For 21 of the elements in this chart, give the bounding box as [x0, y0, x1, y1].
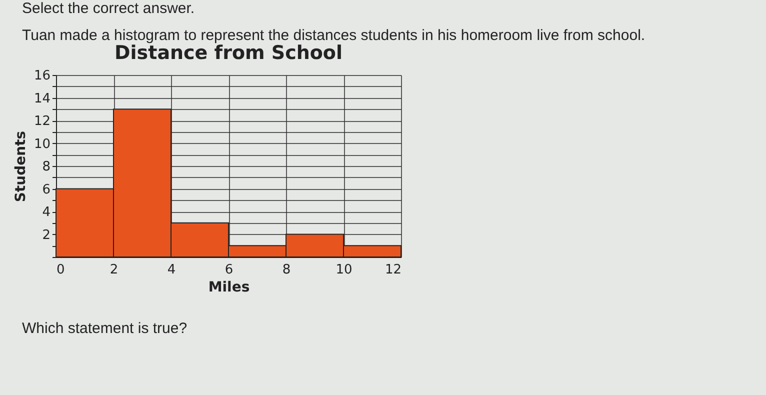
y-tick-label: 6 [42, 182, 50, 198]
y-tick-label: 14 [34, 91, 50, 106]
y-tick-label: 8 [42, 160, 50, 174]
y-tick-label: 4 [42, 205, 50, 220]
x-tick-label: 6 [224, 262, 234, 278]
x-tick-label: 4 [167, 262, 176, 278]
text: Tuan made a histogram to represent the distances students in his homeroom live from school. [22, 27, 646, 44]
y-tick-label: 12 [34, 114, 50, 129]
x-tick-label: 8 [282, 262, 291, 278]
x-tick-label: 10 [336, 262, 352, 278]
x-tick-label: 0 [56, 262, 65, 278]
y-tick-label: 16 [34, 68, 50, 84]
y-tick-label: 2 [42, 228, 50, 243]
x-axis-title: Miles [208, 280, 250, 296]
text: Which statement is true? [22, 320, 188, 337]
x-tick-label: 12 [384, 262, 402, 278]
text: Select the correct answer. [22, 0, 196, 17]
y-tick-label: 10 [34, 136, 50, 152]
x-tick-label: 2 [110, 262, 118, 278]
y-axis-title: Students [12, 130, 29, 202]
chart-title: Distance from School [114, 42, 342, 64]
